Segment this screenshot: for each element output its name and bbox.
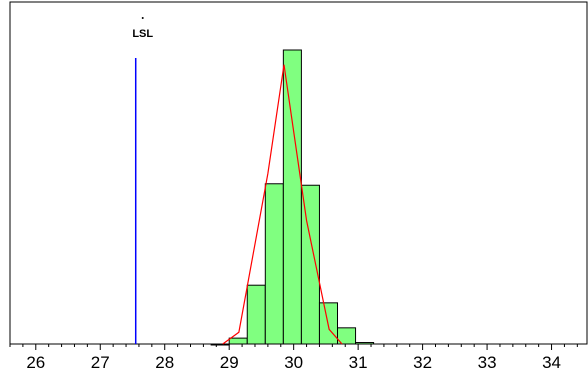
histogram-bar-0 <box>210 343 230 346</box>
histogram-bar-4 <box>282 49 302 345</box>
bars-layer <box>210 49 375 346</box>
histogram-bar-5 <box>300 184 320 345</box>
x-tick-label-33: 33 <box>478 353 497 372</box>
x-tick-label-30: 30 <box>284 353 303 372</box>
fit-curve <box>222 64 343 345</box>
x-tick-label-34: 34 <box>542 353 561 372</box>
histogram-bar-3 <box>264 183 284 345</box>
spec-limit-label-0: LSL <box>132 28 153 40</box>
fit-curve-layer <box>222 64 343 345</box>
x-tick-label-31: 31 <box>349 353 368 372</box>
x-axis: 26 27 28 29 30 31 32 33 34 <box>9 344 578 372</box>
x-tick-label-29: 29 <box>220 353 239 372</box>
x-tick-label-28: 28 <box>155 353 174 372</box>
histogram-bar-1 <box>228 337 248 345</box>
spec-limit-layer: LSL <box>132 17 153 344</box>
spec-limit-marker-0 <box>141 17 144 19</box>
x-tick-label-26: 26 <box>26 353 45 372</box>
histogram-bar-2 <box>246 284 266 345</box>
histogram-bar-8 <box>355 342 375 345</box>
histogram-bar-7 <box>337 327 357 345</box>
x-tick-label-27: 27 <box>91 353 110 372</box>
x-tick-label-32: 32 <box>413 353 432 372</box>
